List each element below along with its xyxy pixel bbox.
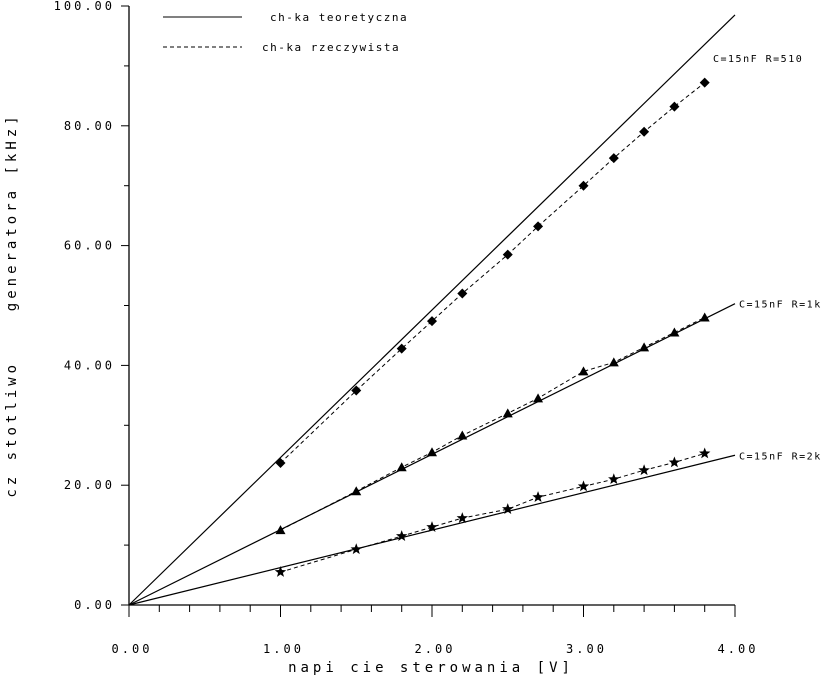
star-marker [608,473,620,485]
series-label: C=15nF R=2k [739,451,822,462]
x-tick-label: 1.00 [263,642,304,656]
triangle-marker [275,525,286,535]
triangle-marker [533,393,544,403]
ticks: 0.00 20.00 40.00 60.00 80.00 100.00 0.00 1.00 2.… [54,0,759,656]
triangle-marker [396,462,407,472]
star-marker [502,503,514,515]
x-tick-label: 2.00 [415,642,456,656]
axes [128,6,735,606]
y-tick-label: 80.00 [64,119,115,133]
triangle-marker [578,366,589,376]
measured-line [280,317,705,531]
star-marker [426,521,438,532]
measured-line [280,82,706,464]
legend-label: ch-ka rzeczywista [262,41,400,54]
diamond-marker [427,316,437,327]
star-marker [274,566,287,577]
legend: ch-ka teoretyczna ch-ka rzeczywista [163,11,408,54]
star-marker [395,530,408,541]
x-axis-title: napi cie sterowania [V] [288,660,574,676]
theoretical-line [128,14,736,606]
diamond-marker [275,458,286,469]
triangle-marker [699,312,710,322]
star-marker [350,543,362,555]
measured-line [280,453,705,573]
series-label: C=15nF R=1k [739,300,822,311]
diamond-marker [457,288,468,299]
x-tick-label: 4.00 [718,642,759,656]
diamond-marker [639,126,650,137]
y-tick-label: 20.00 [64,478,115,492]
star-marker [638,464,650,476]
diamond-marker [669,101,680,112]
diamond-marker [396,343,407,354]
star-marker [698,447,711,459]
diamond-marker [533,221,544,232]
diamond-marker [699,77,710,88]
diamond-marker [351,385,362,396]
y-tick-label: 60.00 [64,239,115,253]
star-marker [577,480,590,492]
y-axis-title: cz stotliwo generatora [kHz] [4,112,20,497]
star-marker [532,491,544,503]
triangle-marker [639,342,650,352]
star-marker [456,512,469,523]
y-tick-label: 40.00 [64,358,115,372]
series-markers [274,77,711,577]
diamond-marker [608,153,619,164]
series-label: C=15nF R=510 [713,54,803,65]
triangle-marker [457,430,468,440]
diamond-marker [578,180,589,191]
series-labels: C=15nF R=510 C=15nF R=1k C=15nF R=2k [713,54,822,462]
legend-label: ch-ka teoretyczna [270,11,408,24]
theoretical-line [128,454,736,606]
triangle-marker [669,327,680,337]
y-tick-label: 0.00 [74,598,115,612]
triangle-marker [427,447,437,457]
y-tick-label: 100.00 [54,0,115,13]
x-tick-label: 0.00 [112,642,153,656]
triangle-marker [351,486,362,496]
triangle-marker [608,357,619,367]
series-lines [128,14,736,606]
diamond-marker [502,249,513,260]
star-marker [668,456,681,468]
triangle-marker [502,408,513,418]
x-tick-label: 3.00 [566,642,607,656]
